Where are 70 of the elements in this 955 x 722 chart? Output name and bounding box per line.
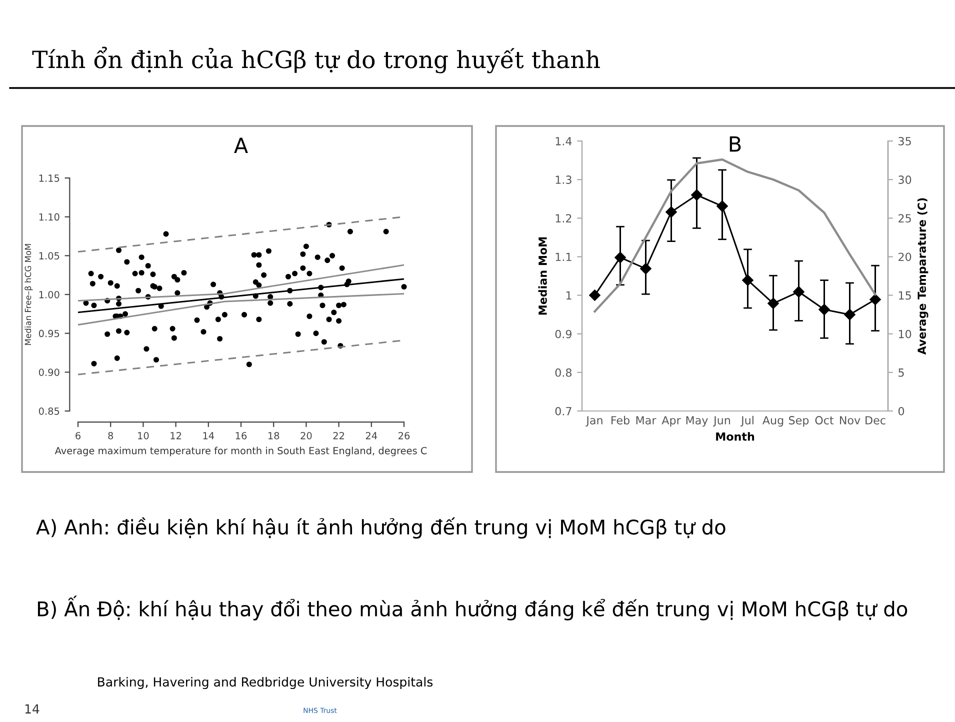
text: A) Anh: điều kiện khí hậu ít ảnh hưởng đến trung vị MoM hCGβ tự do [36,517,726,539]
x-tick-label: 12 [170,432,182,440]
chart-title: B [730,136,741,152]
x-tick-label: 6 [76,432,80,440]
y-tick-label: 1 [566,291,572,300]
point [818,304,830,316]
y-tick-label: 0.85 [38,407,60,415]
text: 14 [25,704,40,714]
y-tick-label: 1.00 [39,290,60,298]
x-tick-label: Oct [815,416,834,424]
y-tick-label: 0.95 [38,330,60,338]
x-tick-label: 18 [268,432,280,440]
y-tick-label: 1.1 [556,252,572,261]
x-tick-label: Nov [840,416,860,424]
point [691,189,702,201]
x-tick-label: Jun [712,416,730,427]
point [614,252,626,264]
y-tick-label: 1.4 [556,137,572,146]
y-tick-label: 1.05 [39,252,60,260]
x-tick-label: 22 [333,432,344,440]
point [793,286,804,298]
point [768,298,779,309]
text: Barking, Havering and Redbridge University Hospitals [98,676,433,690]
x-tick-label: May [686,416,708,427]
y2-tick-label: 20 [898,252,912,262]
x-tick-label: Feb [612,416,630,424]
y2-tick-label: 10 [898,330,912,338]
y-axis-title: Median MoM [538,237,547,315]
y2-axis-title: Average Temparature (C) [917,198,928,355]
y-tick-label: 0.90 [38,368,60,376]
y-tick-label: 0.7 [555,406,572,416]
x-tick-label: Jan [586,416,602,427]
x-axis-title: Average maximum temperature for month in South East England, degrees C [54,446,427,456]
y-tick-label: 1.10 [39,213,60,221]
y-tick-label: 1.2 [556,214,572,222]
point [589,290,600,301]
chart-title: A [234,138,248,153]
x-tick-label: Dec [866,416,886,424]
x-tick-label: Apr [662,416,681,427]
y-axis-title: Median Free–β hCG MoM [24,244,33,345]
x-tick-label: 14 [203,432,214,440]
y2-tick-label: 35 [898,136,911,146]
x-tick-label: Aug [762,416,784,427]
x-tick-label: 26 [398,432,410,440]
x-tick-label: Sep [789,416,809,427]
x-tick-label: 10 [138,432,149,440]
point [666,206,677,218]
y2-tick-label: 25 [898,214,911,223]
y2-tick-label: 5 [898,368,904,377]
x-axis-title: Month [716,432,754,441]
y2-tick-label: 30 [898,176,912,184]
x-tick-label: Jul [740,416,754,427]
y2-tick-label: 15 [898,291,911,300]
y-tick-label: 0.9 [555,330,572,338]
point [716,200,728,212]
point [870,294,881,306]
y-tick-label: 1.3 [556,176,572,184]
point [742,274,754,286]
point [640,263,652,274]
y2-tick-label: 0 [898,406,904,416]
x-tick-label: 20 [300,432,312,440]
x-tick-label: Mar [636,416,656,424]
text: B) Ấn Độ: khí hậu thay đổi theo mùa ảnh hưởng đáng kể đến trung vị MoM hCGβ tự do [38,596,908,620]
x-tick-label: 8 [108,432,114,440]
point [844,308,856,320]
y-tick-label: 1.15 [39,174,60,182]
text: Tính ổn định của hCGβ tự do trong huyết thanh [32,46,600,74]
x-tick-label: 16 [236,432,247,440]
y-tick-label: 0.8 [555,368,572,377]
x-tick-label: 24 [366,432,378,440]
